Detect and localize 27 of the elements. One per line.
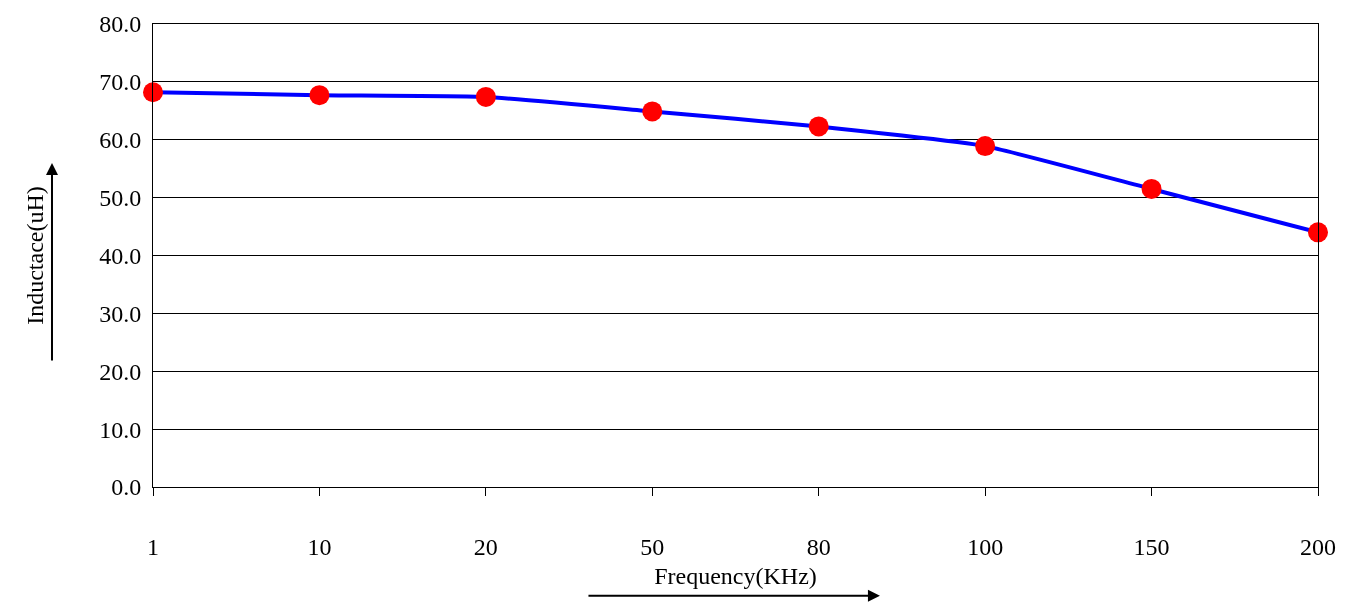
x-tick-label: 100	[967, 533, 1004, 560]
x-tick-label: 200	[1300, 533, 1336, 560]
y-tick-label: 50.0	[99, 185, 142, 212]
y-tick-label: 40.0	[99, 242, 142, 269]
x-tick-label: 50	[640, 533, 665, 560]
point	[808, 116, 829, 137]
point	[1308, 222, 1328, 243]
y-tick-label: 10.0	[99, 416, 142, 443]
y-tick-label: 70.0	[99, 69, 142, 96]
x-tick-label: 80	[806, 533, 831, 560]
y-tick-label: 60.0	[99, 127, 142, 154]
x-axis-title: Frequency(KHz)	[654, 563, 817, 590]
point	[642, 101, 663, 122]
y-tick-label: 20.0	[99, 358, 142, 385]
point	[309, 85, 330, 106]
y-tick-label: 0.0	[111, 474, 142, 501]
y-tick-label: 30.0	[99, 300, 142, 327]
x-tick-label: 10	[307, 533, 332, 560]
point	[975, 136, 996, 157]
y-axis-title: Inductace(uH)	[22, 186, 49, 325]
x-tick-label: 1	[147, 533, 159, 560]
y-tick-label: 80.0	[99, 11, 142, 38]
point	[1141, 178, 1162, 199]
x-tick-label: 20	[473, 533, 498, 560]
x-tick-label: 150	[1133, 533, 1170, 560]
point	[143, 82, 163, 103]
point	[475, 86, 496, 107]
